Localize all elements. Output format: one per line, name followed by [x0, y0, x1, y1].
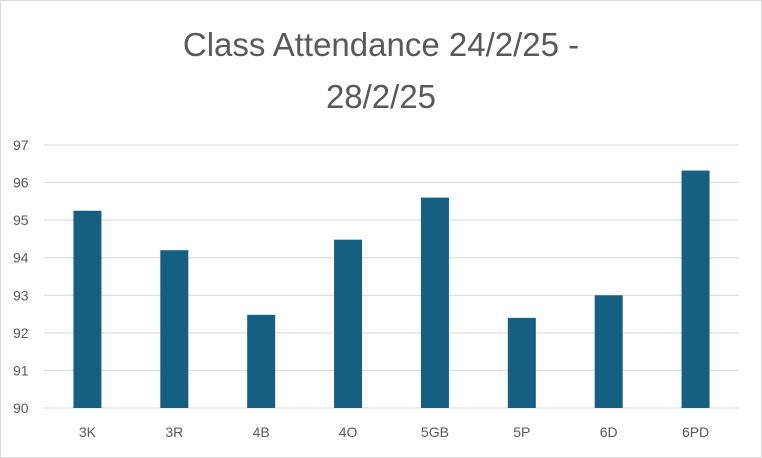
bar-6pd: [681, 170, 710, 408]
bar-5gb: [420, 197, 449, 408]
x-tick-label: 6D: [600, 424, 618, 440]
y-tick-label: 95: [13, 212, 29, 228]
bar-3r: [160, 250, 189, 408]
x-tick-label: 5GB: [421, 424, 449, 440]
x-tick-label: 5P: [513, 424, 530, 440]
y-tick-label: 90: [13, 400, 29, 416]
bar-3k: [73, 210, 102, 408]
y-tick-label: 92: [13, 325, 29, 341]
y-tick-label: 96: [13, 175, 29, 191]
bar-4o: [334, 239, 363, 408]
y-tick-label: 93: [13, 287, 29, 303]
x-axis-ticks: 3K 3R 4B 4O 5GB 5P 6D 6PD: [79, 424, 709, 440]
chart-title-line-1: Class Attendance 24/2/25 -: [183, 26, 579, 63]
y-tick-label: 97: [13, 137, 29, 153]
x-tick-label: 4O: [339, 424, 358, 440]
x-tick-label: 6PD: [682, 424, 709, 440]
x-tick-label: 3K: [79, 424, 97, 440]
chart-title-line-2: 28/2/25: [326, 78, 436, 115]
x-tick-label: 4B: [253, 424, 270, 440]
bar-6d: [594, 295, 623, 408]
y-tick-label: 94: [13, 250, 29, 266]
gridlines: [44, 144, 739, 409]
y-tick-label: 91: [13, 362, 29, 378]
bar-5p: [507, 317, 536, 408]
y-axis-ticks: 90 91 92 93 94 95 96 97: [13, 137, 29, 416]
bars: [73, 170, 710, 408]
bar-4b: [247, 314, 276, 408]
x-tick-label: 3R: [165, 424, 183, 440]
